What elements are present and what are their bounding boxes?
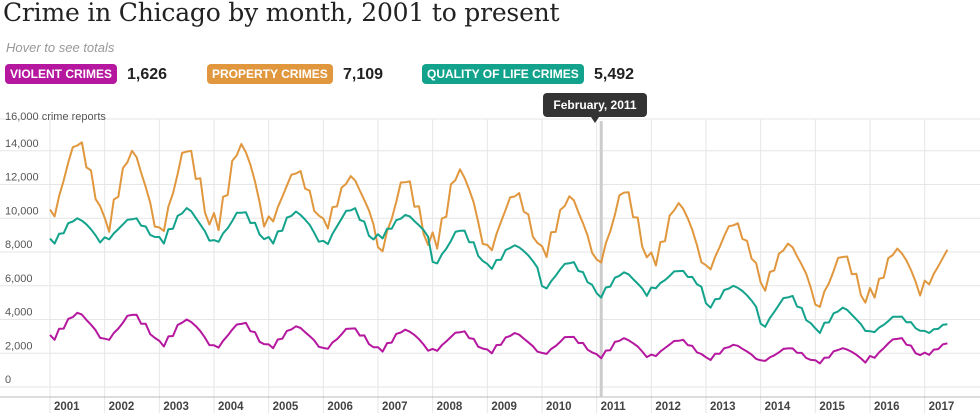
x-tick-label: 2004 <box>218 401 244 413</box>
tooltip-arrow <box>591 117 599 123</box>
legend-total-property: 7,109 <box>343 66 384 83</box>
legend: VIOLENT CRIMES 1,626 PROPERTY CRIMES 7,1… <box>0 64 980 88</box>
y-tick-label: 0 <box>5 374 11 386</box>
x-tick-label: 2017 <box>929 401 955 413</box>
x-tick-label: 2001 <box>54 401 80 413</box>
x-tick-label: 2002 <box>109 401 135 413</box>
x-tick-label: 2005 <box>273 401 299 413</box>
x-tick-label: 2014 <box>765 401 791 413</box>
axes: 0 2,000 4,000 6,000 8,000 10,000 12,000 14,000 2… <box>0 138 980 413</box>
legend-badge-quality[interactable]: QUALITY OF LIFE CRIMES <box>422 64 584 84</box>
hover-tooltip: February, 2011 <box>543 93 647 117</box>
x-tick-label: 2011 <box>601 401 627 413</box>
y-tick-label: 2,000 <box>5 340 33 352</box>
series-lines <box>49 141 949 365</box>
y-tick-label: 6,000 <box>5 273 33 285</box>
x-tick-label: 2015 <box>819 401 845 413</box>
x-tick-label: 2012 <box>655 401 681 413</box>
hover-hint: Hover to see totals <box>6 40 115 55</box>
legend-total-violent: 1,626 <box>127 66 168 83</box>
series-line-2[interactable] <box>49 207 948 334</box>
x-tick-label: 2009 <box>491 401 517 413</box>
y-tick-label: 10,000 <box>5 205 39 217</box>
x-tick-label: 2010 <box>546 401 572 413</box>
y-tick-label: 4,000 <box>5 307 33 319</box>
y-tick-label: 8,000 <box>5 239 33 251</box>
legend-total-quality: 5,492 <box>594 66 635 83</box>
legend-badge-violent[interactable]: VIOLENT CRIMES <box>5 64 118 84</box>
x-tick-label: 2006 <box>327 401 353 413</box>
y-tick-label: 14,000 <box>5 138 39 150</box>
x-tick-label: 2008 <box>437 401 463 413</box>
y-axis-label: 16,000 crime reports <box>5 111 106 123</box>
series-line-0[interactable] <box>49 311 948 365</box>
y-tick-label: 12,000 <box>5 172 39 184</box>
page-title: Crime in Chicago by month, 2001 to prese… <box>3 0 560 27</box>
legend-badge-property[interactable]: PROPERTY CRIMES <box>207 64 333 84</box>
x-tick-label: 2003 <box>163 401 189 413</box>
x-tick-label: 2007 <box>382 401 408 413</box>
x-tick-label: 2013 <box>710 401 736 413</box>
x-tick-label: 2016 <box>874 401 900 413</box>
series-line-1[interactable] <box>49 141 949 308</box>
grid-lines <box>0 118 980 413</box>
